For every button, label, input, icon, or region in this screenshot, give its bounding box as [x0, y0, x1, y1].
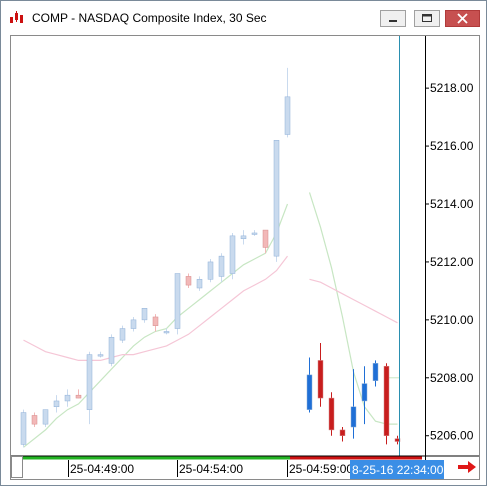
- history-candle[interactable]: [86, 354, 93, 410]
- price-tick-label: 5218.00: [430, 81, 474, 95]
- slow-moving-average: [309, 278, 398, 324]
- price-tick-label: 5206.00: [430, 429, 474, 443]
- candlestick-app-icon: [10, 11, 23, 23]
- price-tick-label: 5210.00: [430, 313, 474, 327]
- scroll-right-arrow-icon[interactable]: [457, 460, 477, 474]
- history-candle[interactable]: [64, 394, 71, 402]
- time-tick-label: 25-04:59:00: [289, 462, 353, 476]
- history-candle[interactable]: [31, 415, 38, 425]
- history-candle[interactable]: [251, 232, 258, 235]
- history-candle[interactable]: [262, 229, 269, 248]
- history-candle[interactable]: [218, 255, 225, 277]
- scroll-left-box[interactable]: [11, 456, 23, 478]
- session-bar-green: [22, 456, 290, 460]
- cursor-time-box: [350, 460, 444, 479]
- history-candle[interactable]: [229, 235, 236, 274]
- history-candle[interactable]: [42, 409, 49, 425]
- title-bar[interactable]: COMP - NASDAQ Composite Index, 30 Sec: [1, 1, 486, 35]
- candle[interactable]: [328, 397, 335, 431]
- candle[interactable]: [350, 406, 357, 428]
- history-candle[interactable]: [20, 412, 27, 445]
- window-title: COMP - NASDAQ Composite Index, 30 Sec: [32, 11, 267, 25]
- time-axis: 25-04:49:00 25-04:54:00 25-04:59:008-25-16…: [11, 455, 479, 479]
- candle[interactable]: [372, 363, 379, 381]
- history-candle[interactable]: [240, 235, 247, 240]
- candlestick-chart[interactable]: 5218.00 5216.00 5214.00 5212.00 5210.00 5208.…: [11, 36, 479, 479]
- candle[interactable]: [383, 365, 390, 436]
- maximize-button[interactable]: [414, 10, 440, 27]
- history-candle[interactable]: [196, 279, 203, 289]
- close-button[interactable]: [445, 10, 480, 27]
- candles: [20, 67, 401, 448]
- slow-moving-average-history: [23, 255, 288, 361]
- candle[interactable]: [339, 429, 346, 436]
- price-tick-label: 5214.00: [430, 197, 474, 211]
- history-candle[interactable]: [163, 331, 170, 334]
- cursor-time-label: 8-25-16 22:34:00: [352, 463, 444, 477]
- price-tick-label: 5208.00: [430, 371, 474, 385]
- history-candle[interactable]: [174, 273, 181, 329]
- candle[interactable]: [361, 383, 368, 402]
- history-candle[interactable]: [53, 400, 60, 408]
- session-bar-red: [290, 456, 422, 460]
- price-tick-label: 5212.00: [430, 255, 474, 269]
- history-candle[interactable]: [152, 316, 159, 326]
- minimize-icon: [389, 20, 397, 22]
- history-candle[interactable]: [207, 261, 214, 280]
- price-axis: 5218.00 5216.00 5214.00 5212.00 5210.00 5208.…: [425, 81, 474, 443]
- time-tick-label: 25-04:54:00: [179, 462, 243, 476]
- history-candle[interactable]: [119, 328, 126, 341]
- history-candle[interactable]: [273, 140, 280, 257]
- candle[interactable]: [317, 360, 324, 399]
- price-tick-label: 5216.00: [430, 139, 474, 153]
- chart-area[interactable]: 5218.00 5216.00 5214.00 5212.00 5210.00 5208.…: [10, 35, 480, 480]
- minimize-button[interactable]: [380, 10, 406, 27]
- candle[interactable]: [306, 374, 313, 410]
- maximize-icon: [422, 14, 432, 22]
- history-candle[interactable]: [130, 319, 137, 329]
- close-icon: [457, 13, 468, 24]
- time-tick-label: 25-04:49:00: [70, 462, 134, 476]
- history-candle[interactable]: [185, 276, 192, 286]
- history-candle[interactable]: [97, 354, 104, 357]
- history-candle[interactable]: [141, 308, 148, 321]
- history-candle[interactable]: [75, 394, 82, 399]
- moving-average-lines: [23, 192, 399, 448]
- history-candle[interactable]: [108, 336, 115, 364]
- history-candle[interactable]: [284, 96, 291, 135]
